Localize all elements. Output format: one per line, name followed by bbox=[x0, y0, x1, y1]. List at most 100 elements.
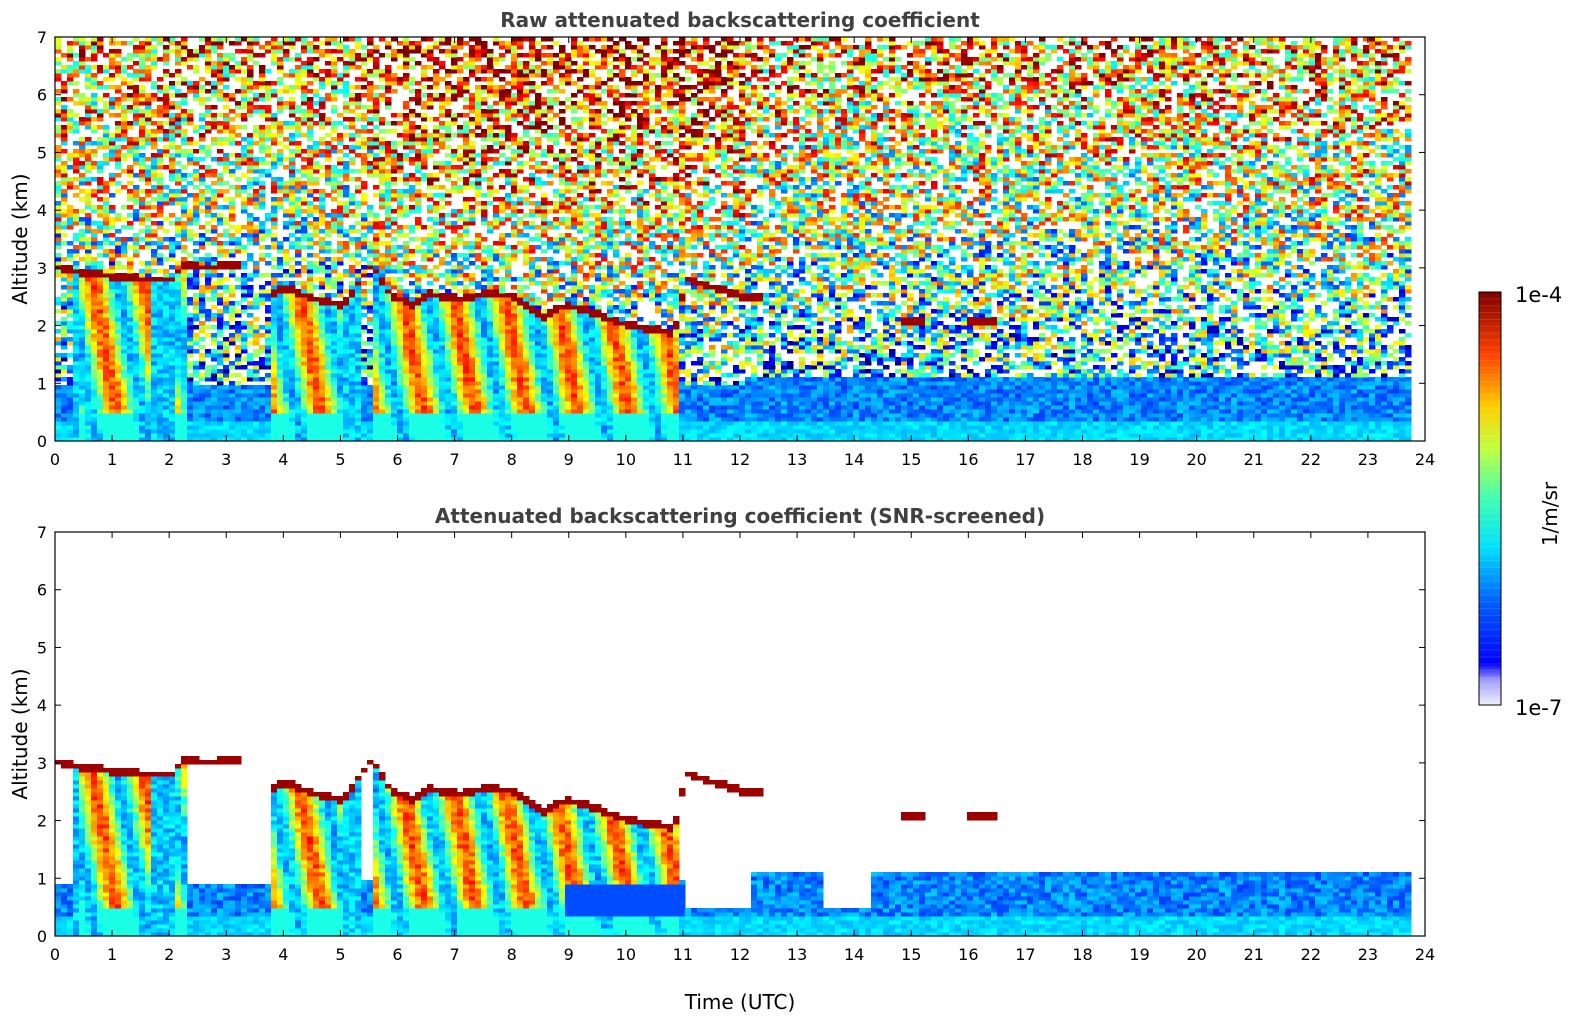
heatmap-cell bbox=[145, 225, 152, 230]
heatmap-cell bbox=[307, 401, 314, 406]
heatmap-cell bbox=[181, 425, 188, 430]
heatmap-cell bbox=[79, 257, 86, 262]
heatmap-cell bbox=[355, 429, 362, 434]
heatmap-cell bbox=[301, 401, 308, 406]
heatmap-cell bbox=[223, 221, 230, 226]
heatmap-cell bbox=[379, 73, 386, 78]
heatmap-cell bbox=[283, 125, 290, 130]
heatmap-cell bbox=[169, 113, 176, 118]
heatmap-cell bbox=[217, 401, 224, 406]
heatmap-cell bbox=[85, 101, 92, 106]
heatmap-cell bbox=[283, 421, 290, 426]
heatmap-cell bbox=[433, 185, 440, 190]
heatmap-cell bbox=[91, 393, 98, 398]
heatmap-cell bbox=[331, 429, 338, 434]
heatmap-cell bbox=[295, 81, 302, 86]
heatmap-cell bbox=[133, 401, 140, 406]
heatmap-cell bbox=[301, 165, 308, 170]
heatmap-cell bbox=[127, 221, 134, 226]
heatmap-cell bbox=[439, 205, 446, 210]
heatmap-cell bbox=[439, 333, 446, 338]
heatmap-cell bbox=[61, 433, 68, 438]
heatmap-cell bbox=[367, 97, 374, 102]
heatmap-cell bbox=[361, 53, 368, 58]
heatmap-cell bbox=[385, 397, 392, 402]
heatmap-cell bbox=[169, 273, 176, 278]
heatmap-cell bbox=[349, 425, 356, 430]
heatmap-cell bbox=[259, 45, 266, 50]
heatmap-cell bbox=[433, 301, 440, 306]
heatmap-cell bbox=[337, 377, 344, 382]
heatmap-cell bbox=[253, 61, 260, 66]
heatmap-cell bbox=[355, 341, 362, 346]
heatmap-cell bbox=[319, 329, 326, 334]
heatmap-cell bbox=[391, 189, 398, 194]
heatmap-cell bbox=[403, 341, 410, 346]
heatmap-cell bbox=[241, 185, 248, 190]
heatmap-cell bbox=[259, 437, 266, 441]
heatmap-cell bbox=[79, 353, 86, 358]
heatmap-cell bbox=[103, 137, 110, 142]
heatmap-cell bbox=[67, 165, 74, 170]
heatmap-cell bbox=[379, 329, 386, 334]
heatmap-cell bbox=[253, 269, 260, 274]
heatmap-cell bbox=[331, 329, 338, 334]
heatmap-cell bbox=[61, 177, 68, 182]
heatmap-cell bbox=[409, 261, 416, 266]
heatmap-cell bbox=[121, 417, 128, 422]
heatmap-cell bbox=[109, 221, 116, 226]
heatmap-cell bbox=[439, 389, 446, 394]
heatmap-cell bbox=[67, 433, 74, 438]
heatmap-cell bbox=[415, 161, 422, 166]
heatmap-cell bbox=[187, 433, 194, 438]
heatmap-cell bbox=[55, 417, 62, 422]
heatmap-cell bbox=[163, 353, 170, 358]
heatmap-cell bbox=[253, 233, 260, 238]
heatmap-cell bbox=[151, 241, 158, 246]
heatmap-cell bbox=[433, 161, 440, 166]
heatmap-cell bbox=[139, 245, 146, 250]
heatmap-cell bbox=[187, 345, 194, 350]
heatmap-cell bbox=[229, 397, 236, 402]
heatmap-cell bbox=[379, 281, 386, 286]
heatmap-cell bbox=[343, 369, 350, 374]
heatmap-cell bbox=[229, 393, 236, 398]
heatmap-cell bbox=[307, 193, 314, 198]
heatmap-cell bbox=[229, 261, 236, 266]
heatmap-cell bbox=[313, 285, 320, 290]
heatmap-cell bbox=[145, 189, 152, 194]
heatmap-cell bbox=[115, 365, 122, 370]
heatmap-cell bbox=[175, 317, 182, 322]
heatmap-cell bbox=[277, 141, 284, 146]
heatmap-cell bbox=[409, 253, 416, 258]
heatmap-cell bbox=[61, 189, 68, 194]
heatmap-cell bbox=[133, 425, 140, 430]
heatmap-cell bbox=[79, 221, 86, 226]
heatmap-cell bbox=[391, 49, 398, 54]
heatmap-cell bbox=[109, 205, 116, 210]
heatmap-cell bbox=[157, 377, 164, 382]
heatmap-cell bbox=[283, 401, 290, 406]
heatmap-cell bbox=[439, 113, 446, 118]
heatmap-cell bbox=[283, 197, 290, 202]
heatmap-cell bbox=[199, 77, 206, 82]
heatmap-cell bbox=[301, 109, 308, 114]
heatmap-cell bbox=[259, 201, 266, 206]
heatmap-cell bbox=[55, 297, 62, 302]
heatmap-cell bbox=[115, 133, 122, 138]
heatmap-cell bbox=[391, 161, 398, 166]
heatmap-cell bbox=[79, 229, 86, 234]
heatmap-cell bbox=[205, 197, 212, 202]
heatmap-cell bbox=[55, 185, 62, 190]
heatmap-cell bbox=[397, 341, 404, 346]
heatmap-cell bbox=[307, 405, 314, 410]
heatmap-cell bbox=[427, 345, 434, 350]
heatmap-cell bbox=[151, 365, 158, 370]
heatmap-cell bbox=[79, 381, 86, 386]
heatmap-cell bbox=[139, 277, 146, 282]
heatmap-cell bbox=[313, 417, 320, 422]
heatmap-cell bbox=[403, 413, 410, 418]
heatmap-cell bbox=[265, 397, 272, 402]
heatmap-cell bbox=[373, 173, 380, 178]
heatmap-cell bbox=[97, 433, 104, 438]
